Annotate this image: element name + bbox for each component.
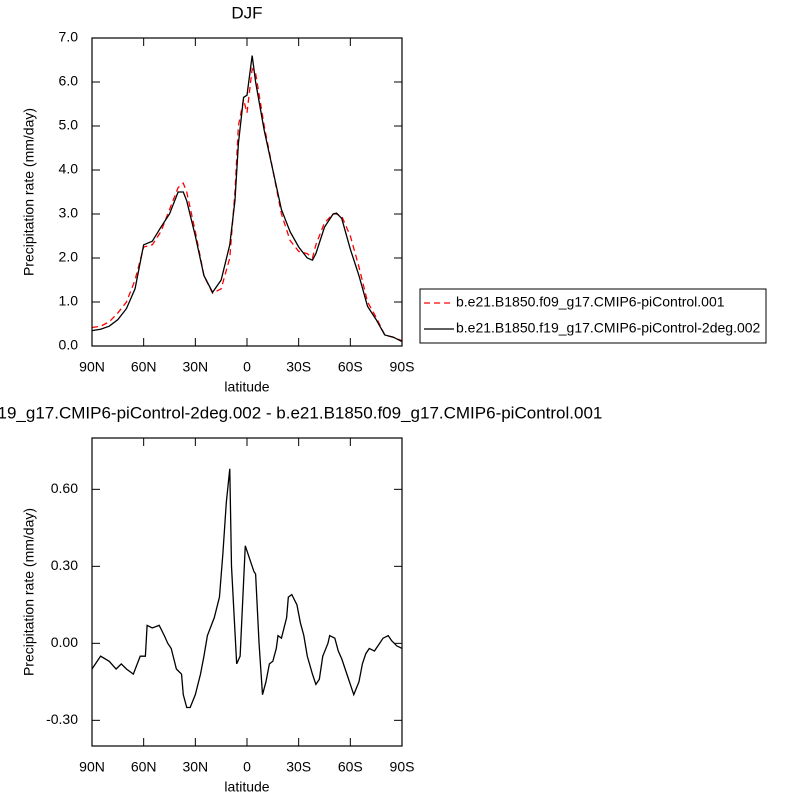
y-tick-label: 0.0 [59, 337, 79, 353]
x-tick-label: 90S [390, 359, 415, 375]
y-tick-label: -0.30 [46, 711, 78, 727]
y-tick-label: 7.0 [59, 29, 79, 45]
x-tick-label: 30S [286, 359, 311, 375]
x-axis-label: latitude [224, 779, 269, 795]
x-tick-label: 0 [243, 759, 251, 775]
y-tick-label: 3.0 [59, 205, 79, 221]
legend-label: b.e21.B1850.f09_g17.CMIP6-piControl.001 [456, 294, 725, 310]
x-tick-label: 60S [338, 359, 363, 375]
data-line [91, 55, 403, 343]
chart-title: DJF [231, 3, 262, 22]
y-tick-label: 0.60 [51, 480, 78, 496]
x-tick-label: 60N [131, 759, 157, 775]
x-tick-label: 60S [338, 759, 363, 775]
y-tick-label: 0.00 [51, 634, 78, 650]
x-tick-label: 0 [243, 359, 251, 375]
y-axis-label: Precipitation rate (mm/day) [21, 508, 37, 676]
chart-title: b.e21.B1850.f19_g17.CMIP6-piControl-2deg… [0, 403, 602, 422]
y-tick-label: 6.0 [59, 73, 79, 89]
y-axis-label: Precipitation rate (mm/day) [21, 108, 37, 276]
y-tick-label: 1.0 [59, 293, 79, 309]
x-tick-label: 90S [390, 759, 415, 775]
plot-frame [91, 37, 403, 347]
x-tick-label: 90N [79, 759, 105, 775]
data-line [91, 468, 403, 709]
x-tick-label: 30N [182, 759, 208, 775]
legend-box [419, 288, 767, 344]
data-line [91, 67, 403, 342]
y-tick-label: 4.0 [59, 161, 79, 177]
legend-label: b.e21.B1850.f19_g17.CMIP6-piControl-2deg… [456, 320, 761, 336]
x-axis-label: latitude [224, 379, 269, 395]
y-tick-label: 5.0 [59, 117, 79, 133]
x-tick-label: 60N [131, 359, 157, 375]
x-tick-label: 30N [182, 359, 208, 375]
x-tick-label: 30S [286, 759, 311, 775]
y-tick-label: 0.30 [51, 557, 78, 573]
x-tick-label: 90N [79, 359, 105, 375]
plot-frame [91, 437, 403, 747]
y-tick-label: 2.0 [59, 249, 79, 265]
